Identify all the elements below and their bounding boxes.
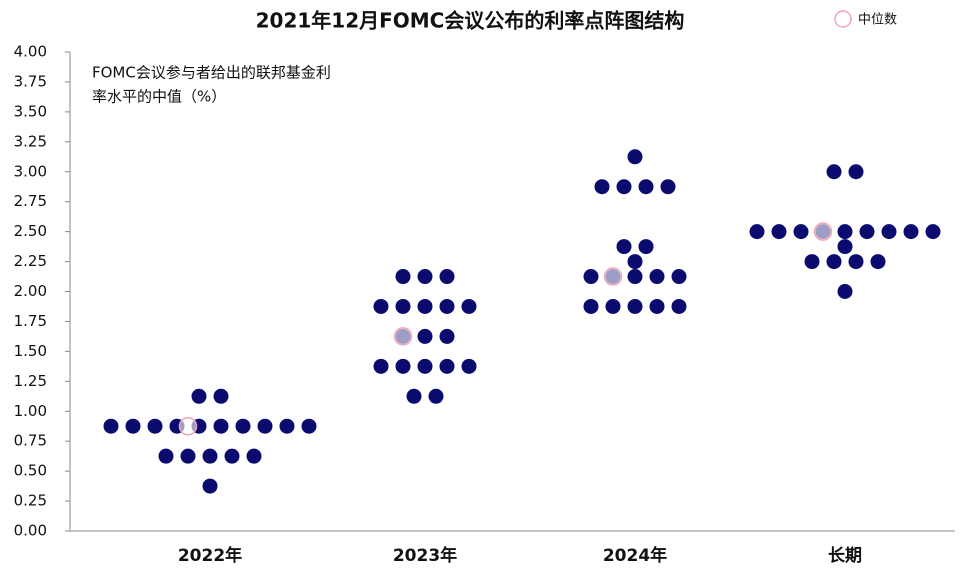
dot xyxy=(158,448,174,464)
dot xyxy=(627,149,643,165)
y-tick-label: 0.50 xyxy=(14,462,47,480)
dot xyxy=(180,448,196,464)
y-tick-label: 0.00 xyxy=(14,522,47,540)
y-tick-label: 4.00 xyxy=(14,43,47,61)
annotation: FOMC会议参与者给出的联邦基金利 xyxy=(92,64,331,82)
dot xyxy=(859,224,875,240)
dot xyxy=(925,224,941,240)
legend-label: 中位数 xyxy=(858,13,897,28)
y-tick-label: 2.75 xyxy=(14,192,47,210)
dot xyxy=(395,358,411,374)
dot xyxy=(257,418,273,434)
dot xyxy=(627,298,643,314)
dot xyxy=(583,298,599,314)
dot xyxy=(224,448,240,464)
y-tick-label: 0.75 xyxy=(14,432,47,450)
dot xyxy=(638,239,654,255)
y-tick-label: 1.00 xyxy=(14,402,47,420)
dot xyxy=(826,254,842,270)
dot xyxy=(583,269,599,285)
dot xyxy=(771,224,787,240)
legend-marker xyxy=(834,10,852,28)
x-tick-label: 长期 xyxy=(828,545,862,566)
y-tick-label: 3.00 xyxy=(14,162,47,180)
median-marker xyxy=(178,416,198,436)
dot xyxy=(627,269,643,285)
median-marker xyxy=(603,267,623,286)
dot xyxy=(301,418,317,434)
y-tick-label: 3.50 xyxy=(14,102,47,120)
annotation: 率水平的中值（%） xyxy=(92,88,226,106)
dot xyxy=(649,269,665,285)
y-tick-label: 1.75 xyxy=(14,312,47,330)
dot xyxy=(439,358,455,374)
dot xyxy=(848,164,864,180)
dot xyxy=(638,179,654,195)
dot xyxy=(881,224,897,240)
dot xyxy=(373,358,389,374)
dot xyxy=(616,179,632,195)
x-tick-label: 2022年 xyxy=(178,545,242,566)
dot xyxy=(417,358,433,374)
dot xyxy=(417,269,433,285)
y-tick-label: 1.25 xyxy=(14,372,47,390)
dot xyxy=(649,298,665,314)
dot xyxy=(594,179,610,195)
dot xyxy=(279,418,295,434)
dot xyxy=(837,239,853,255)
dot xyxy=(202,448,218,464)
dot xyxy=(406,388,422,404)
dot xyxy=(125,418,141,434)
x-tick-label: 2024年 xyxy=(603,545,667,566)
y-tick-label: 3.25 xyxy=(14,132,47,150)
dot xyxy=(439,298,455,314)
median-marker xyxy=(393,327,413,346)
dot xyxy=(837,224,853,240)
y-tick-label: 0.25 xyxy=(14,492,47,510)
dot xyxy=(439,269,455,285)
chart-title: 2021年12月FOMC会议公布的利率点阵图结构 xyxy=(256,9,685,33)
dot xyxy=(202,478,218,494)
dot xyxy=(671,269,687,285)
dot xyxy=(395,269,411,285)
dot xyxy=(213,418,229,434)
dot xyxy=(461,358,477,374)
median-marker xyxy=(813,222,833,241)
dot xyxy=(616,239,632,255)
dot xyxy=(395,298,411,314)
dot xyxy=(627,254,643,270)
dot xyxy=(213,388,229,404)
x-tick-label: 2023年 xyxy=(393,545,457,566)
dot xyxy=(749,224,765,240)
y-tick-label: 2.25 xyxy=(14,252,47,270)
dot xyxy=(461,298,477,314)
y-tick-label: 3.75 xyxy=(14,72,47,90)
dot xyxy=(235,418,251,434)
dot xyxy=(147,418,163,434)
dot xyxy=(417,328,433,344)
dot xyxy=(903,224,919,240)
y-tick-label: 1.50 xyxy=(14,342,47,360)
dot xyxy=(605,298,621,314)
dot xyxy=(793,224,809,240)
y-tick-label: 2.50 xyxy=(14,222,47,240)
dot xyxy=(660,179,676,195)
dot xyxy=(428,388,444,404)
dot xyxy=(870,254,886,270)
dot xyxy=(826,164,842,180)
dot xyxy=(417,298,433,314)
dot xyxy=(373,298,389,314)
dot xyxy=(804,254,820,270)
dot xyxy=(837,284,853,299)
y-tick-label: 2.00 xyxy=(14,282,47,300)
dot xyxy=(246,448,262,464)
dot xyxy=(671,298,687,314)
dot xyxy=(439,328,455,344)
dot xyxy=(848,254,864,270)
dot xyxy=(191,388,207,404)
dot xyxy=(103,418,119,434)
